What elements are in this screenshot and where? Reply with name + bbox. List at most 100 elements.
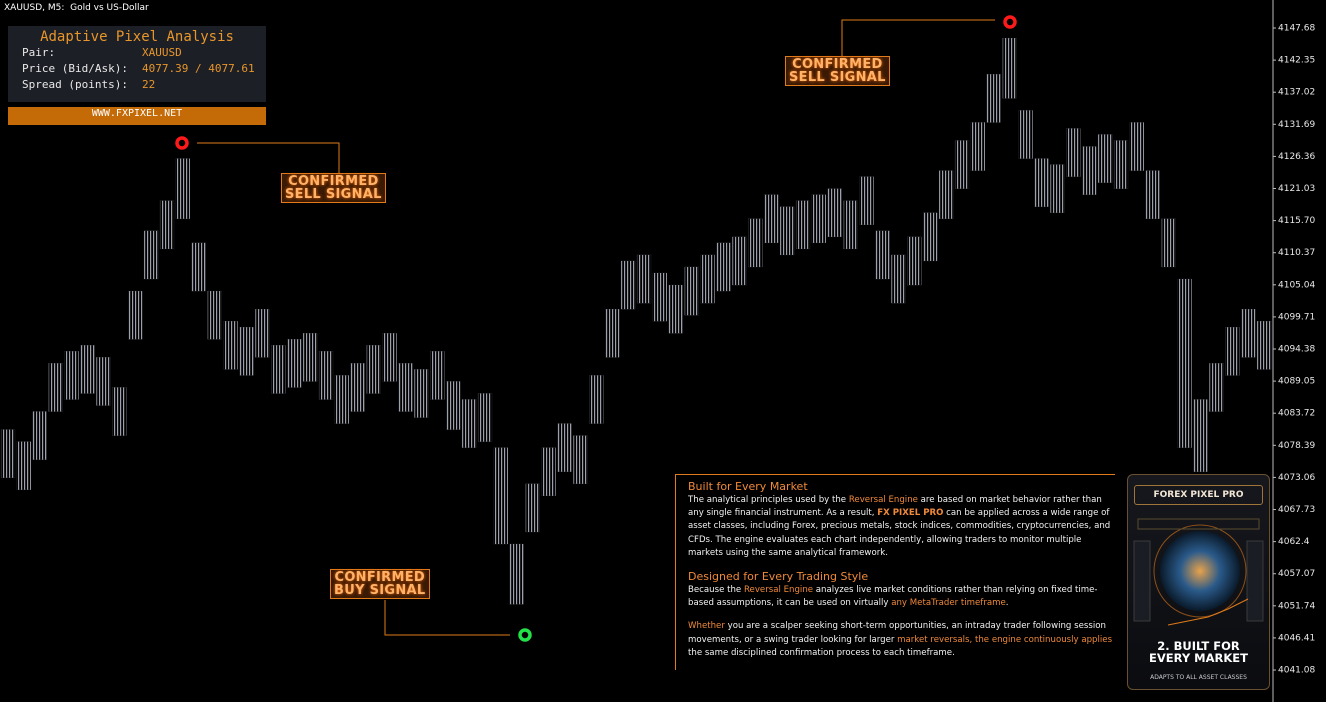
price-bar — [843, 200, 858, 250]
price-bar — [732, 236, 747, 286]
price-bar — [891, 254, 906, 304]
price-bar — [1177, 278, 1192, 448]
info-value: 4077.39 / 4077.61 — [142, 62, 255, 75]
y-tick-label: 4137.02 — [1278, 88, 1315, 98]
connector — [197, 142, 340, 173]
price-bar — [461, 399, 477, 448]
y-tick-label: 4147.68 — [1278, 24, 1315, 34]
price-bar — [875, 230, 890, 280]
price-bar — [32, 411, 47, 460]
price-bar — [1256, 321, 1272, 370]
buy-marker — [518, 628, 532, 642]
price-bar — [1066, 128, 1081, 177]
text-segment: market reversals, — [897, 634, 973, 645]
globe — [1160, 531, 1240, 611]
text-segment: the engine continuously applies — [974, 634, 1113, 645]
signal-label-line: CONFIRMED — [792, 57, 883, 72]
text-segment: analyzes live market conditions rather t… — [688, 585, 1098, 609]
promo-card: FOREX PIXEL PRO 2. BUILT FOR EVERY MARKET… — [1127, 474, 1270, 690]
price-bar — [112, 387, 127, 436]
price-bar — [493, 447, 509, 545]
price-bar — [255, 308, 270, 358]
y-tick-label: 4105.04 — [1278, 280, 1315, 290]
price-bar — [334, 375, 350, 424]
price-bar — [446, 381, 461, 430]
y-tick-label: 4126.36 — [1278, 152, 1315, 162]
price-bar — [970, 122, 986, 171]
y-tick-label: 4142.35 — [1278, 56, 1315, 66]
card-side — [1246, 540, 1264, 622]
price-bar — [1225, 327, 1240, 376]
price-bar — [382, 333, 397, 382]
price-bar — [48, 363, 63, 412]
y-tick-label: 4094.38 — [1278, 345, 1315, 355]
price-bar — [541, 447, 556, 496]
y-tick-label: 4131.69 — [1278, 120, 1315, 130]
text-segment: Reversal Engine — [743, 585, 814, 596]
card-art — [1133, 518, 1264, 626]
price-bar — [1209, 363, 1224, 412]
y-tick-label: 4121.03 — [1278, 184, 1315, 194]
signal-label-line: CONFIRMED — [288, 174, 379, 189]
price-bar — [0, 429, 16, 478]
text-segment: Whether — [688, 621, 725, 632]
signal-label: CONFIRMED SELL SIGNAL — [785, 56, 890, 86]
section-body: The analytical principles used by the Re… — [688, 494, 1115, 560]
connector — [841, 19, 995, 56]
price-bar — [764, 194, 779, 244]
price-bar — [398, 363, 413, 412]
section-body: Whether you are a scalper seeking short-… — [688, 620, 1115, 660]
price-bar — [557, 423, 572, 472]
signal-label-line: CONFIRMED — [334, 570, 425, 585]
price-bar — [1145, 170, 1160, 219]
price-bar — [64, 351, 79, 400]
info-row: Spread (points): 22 — [22, 77, 266, 93]
price-bar — [287, 339, 302, 388]
price-bar — [573, 435, 588, 484]
price-bar — [636, 254, 652, 304]
text-segment: Reversal Engine — [848, 495, 918, 505]
signal-label-line: SELL SIGNAL — [789, 70, 886, 85]
info-title: Adaptive Pixel Analysis — [40, 29, 234, 45]
y-tick-label: 4062.4 — [1278, 537, 1310, 547]
price-bar — [1097, 134, 1113, 183]
price-bar — [350, 363, 365, 412]
connector — [384, 600, 510, 636]
price-bar — [1002, 37, 1017, 99]
price-bar — [143, 230, 159, 280]
price-bar — [207, 290, 222, 340]
info-key: Pair: — [22, 46, 56, 59]
price-bar — [16, 441, 32, 490]
price-bar — [525, 483, 540, 533]
price-bar — [923, 212, 938, 262]
y-tick-label: 4110.37 — [1278, 248, 1315, 258]
info-panel: Adaptive Pixel Analysis Pair: XAUUSD Pric… — [8, 26, 266, 102]
y-tick-label: 4083.72 — [1278, 409, 1315, 419]
text-panel: Built for Every Market The analytical pri… — [675, 474, 1115, 670]
price-bar — [318, 351, 334, 400]
section-heading: Built for Every Market — [688, 480, 808, 493]
headline-line: 2. BUILT FOR — [1157, 639, 1240, 653]
info-row: Price (Bid/Ask): 4077.39 / 4077.61 — [22, 61, 266, 77]
y-tick-label: 4041.08 — [1278, 666, 1315, 676]
price-bar — [907, 236, 922, 286]
price-bar — [1082, 146, 1097, 195]
text-segment: Because the — [688, 585, 744, 596]
price-bar — [859, 176, 874, 225]
section-body: Because the Reversal Engine analyzes liv… — [688, 584, 1115, 610]
signal-label: CONFIRMED BUY SIGNAL — [330, 569, 430, 599]
y-tick-label: 4067.73 — [1278, 505, 1315, 515]
sell-marker — [1003, 15, 1017, 29]
signal-label-line: BUY SIGNAL — [334, 583, 426, 598]
text-segment: are based on market behavior rather than… — [688, 495, 1102, 519]
text-segment: FX PIXEL PRO — [877, 508, 944, 519]
info-value: 22 — [142, 78, 156, 91]
price-bar — [779, 206, 795, 256]
price-bar — [1193, 399, 1208, 472]
bars — [0, 37, 1272, 605]
price-bar — [668, 284, 683, 334]
y-tick-label: 4057.07 — [1278, 569, 1315, 579]
price-bar — [1113, 140, 1129, 189]
price-bar — [477, 393, 493, 442]
card-brand: FOREX PIXEL PRO — [1134, 485, 1263, 505]
